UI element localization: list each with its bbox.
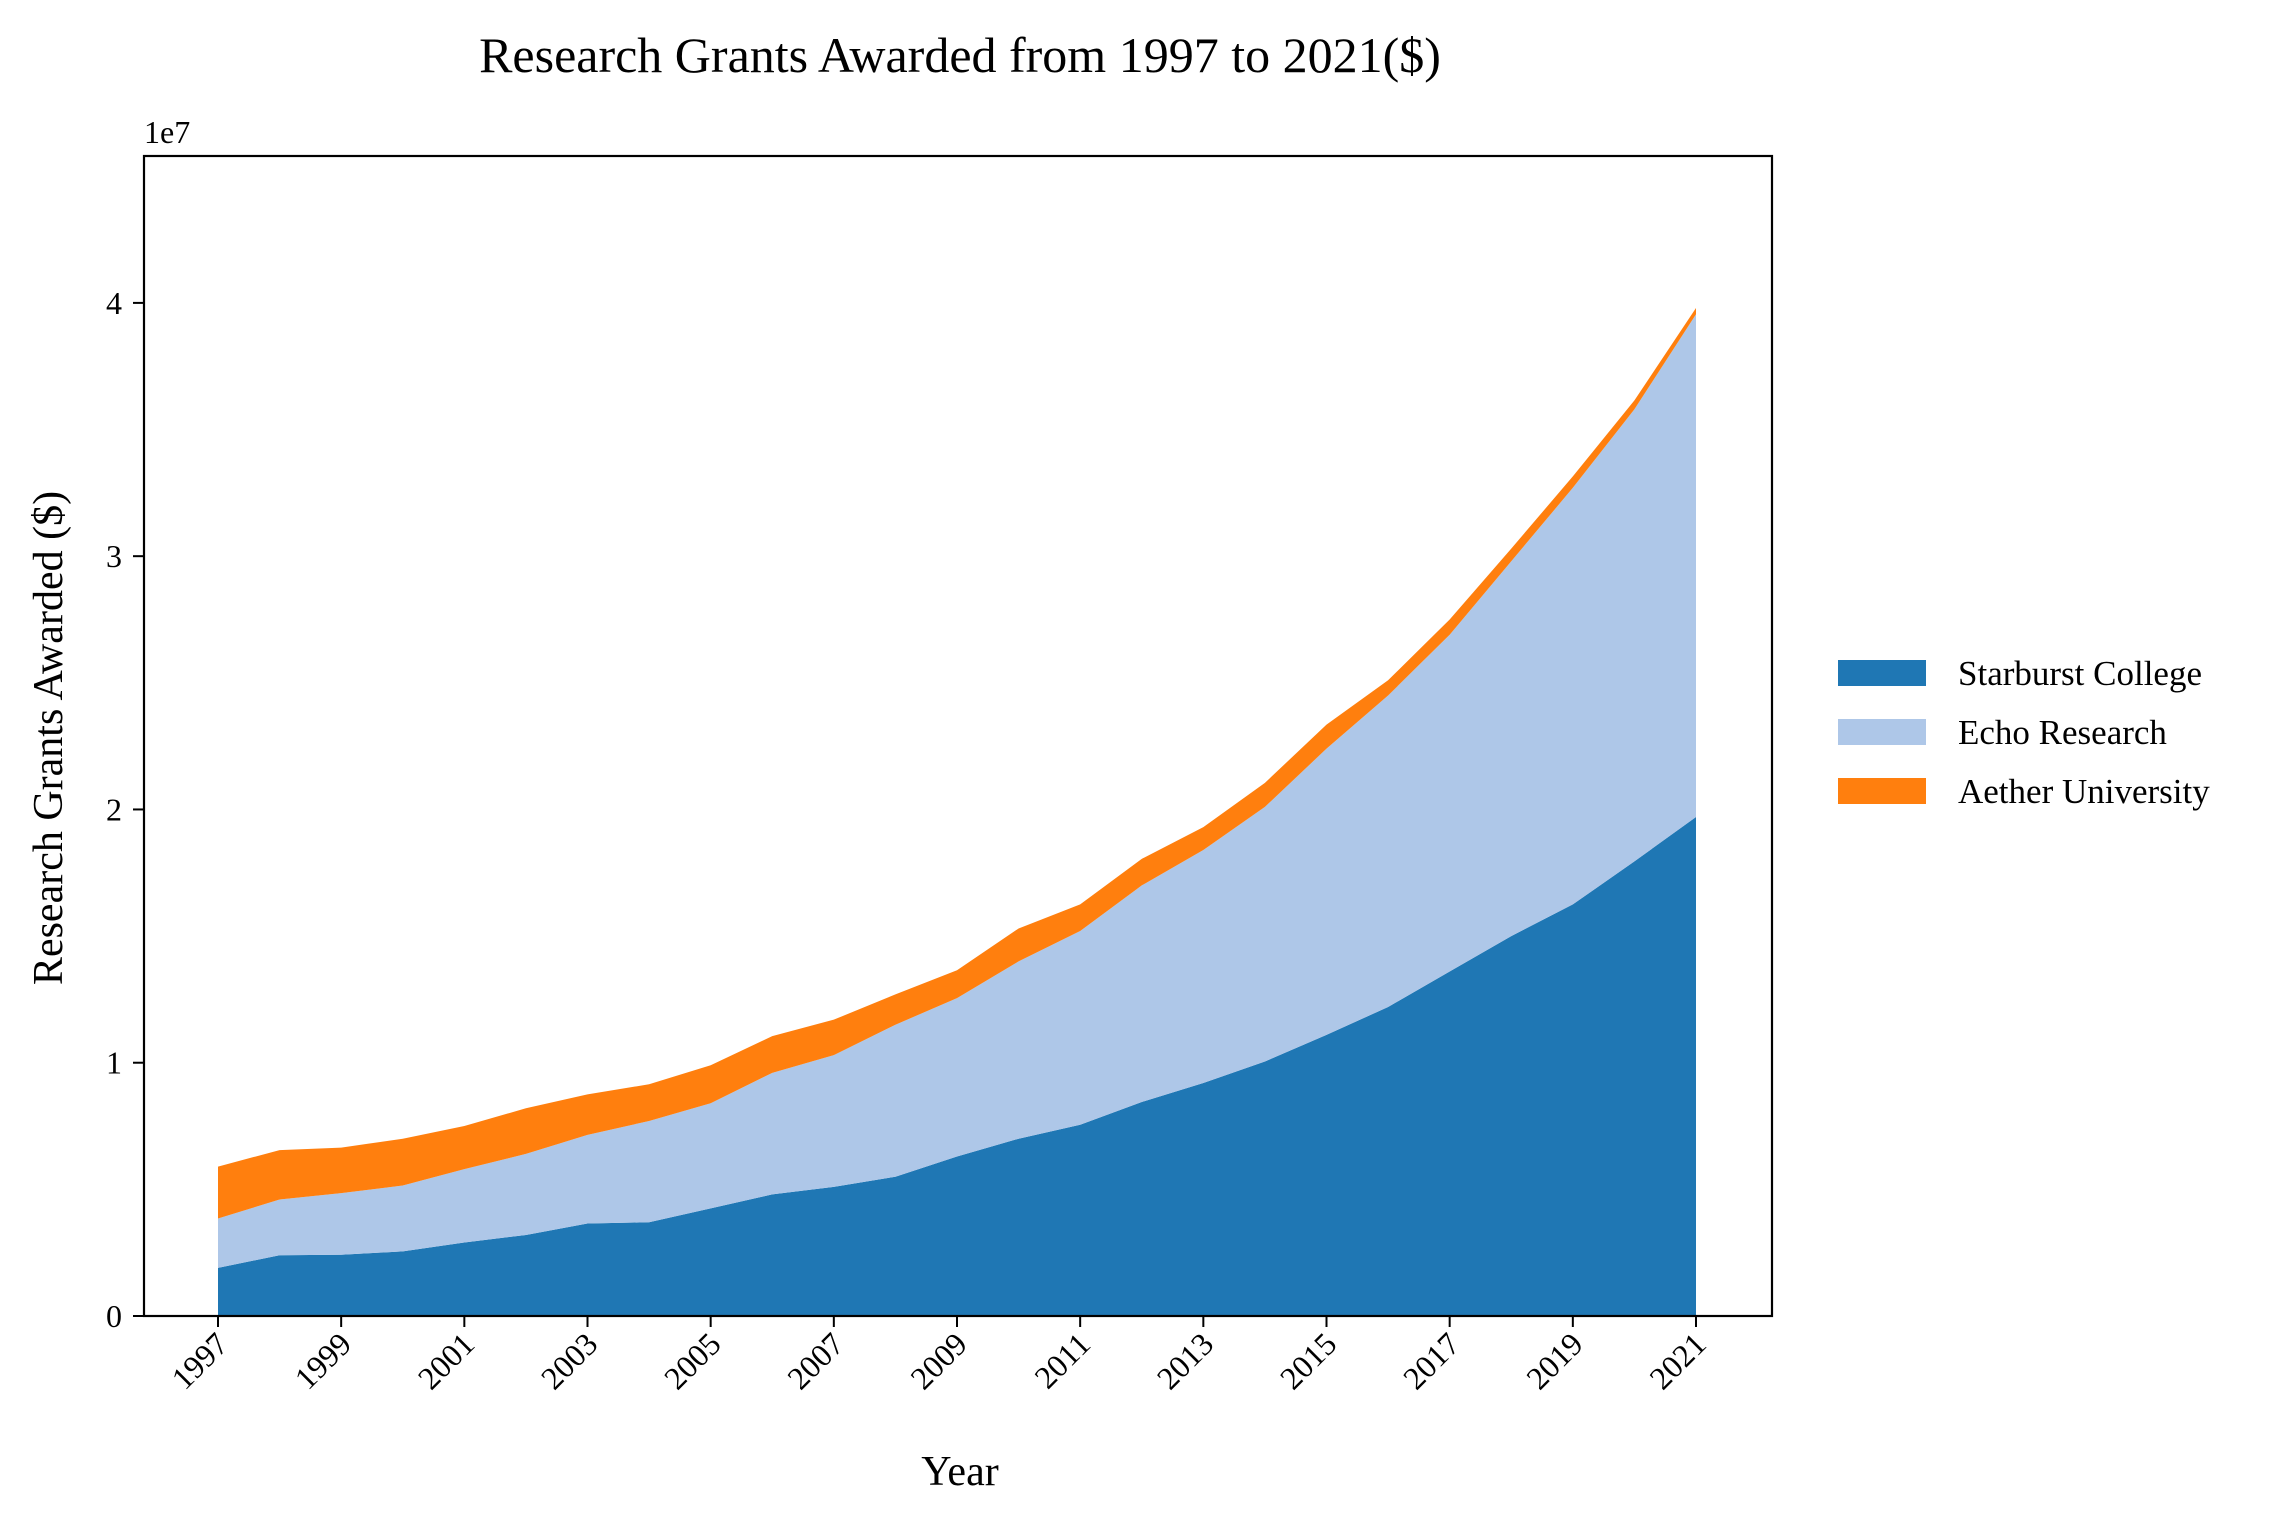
x-tick-label: 2017 (1396, 1325, 1467, 1396)
area-layers (218, 307, 1696, 1316)
x-tick-label: 1997 (164, 1325, 235, 1396)
x-tick-label: 1999 (287, 1325, 358, 1396)
x-tick-label: 2015 (1273, 1325, 1344, 1396)
x-tick-label: 2019 (1519, 1325, 1590, 1396)
x-tick-label: 2007 (780, 1325, 851, 1396)
y-tick-label: 2 (106, 791, 122, 827)
y-tick-label: 1 (106, 1045, 122, 1081)
area-echo-research (218, 314, 1696, 1268)
y-offset-label: 1e7 (144, 114, 190, 150)
legend-swatch-echo-research (1838, 719, 1926, 745)
y-tick-label: 3 (106, 538, 122, 574)
x-tick-label: 2013 (1150, 1325, 1221, 1396)
legend-swatch-starburst-college (1838, 660, 1926, 686)
y-tick-label: 4 (106, 285, 122, 321)
y-axis: 0 1 2 3 4 (106, 285, 144, 1334)
legend-label-echo-research: Echo Research (1958, 713, 2167, 752)
x-axis: 1997 1999 2001 2003 2005 2007 2009 2011 2013 2015… (164, 1316, 1713, 1396)
legend-swatch-aether-university (1838, 778, 1926, 804)
chart-title: Research Grants Awarded from 1997 to 202… (479, 27, 1441, 83)
x-axis-label: Year (921, 1449, 998, 1495)
legend-label-starburst-college: Starburst College (1958, 654, 2202, 693)
legend: Starburst College Echo Research Aether Uni… (1838, 654, 2210, 811)
area-starburst-college (218, 817, 1696, 1316)
x-tick-label: 2011 (1027, 1325, 1097, 1395)
legend-label-aether-university: Aether University (1958, 772, 2210, 811)
y-tick-label: 0 (106, 1298, 122, 1334)
x-tick-label: 2003 (534, 1325, 605, 1396)
x-tick-label: 2021 (1642, 1325, 1713, 1396)
x-tick-label: 2009 (903, 1325, 974, 1396)
x-tick-label: 2005 (657, 1325, 728, 1396)
y-axis-label: Research Grants Awarded ($) (26, 491, 72, 985)
x-tick-label: 2001 (411, 1325, 482, 1396)
